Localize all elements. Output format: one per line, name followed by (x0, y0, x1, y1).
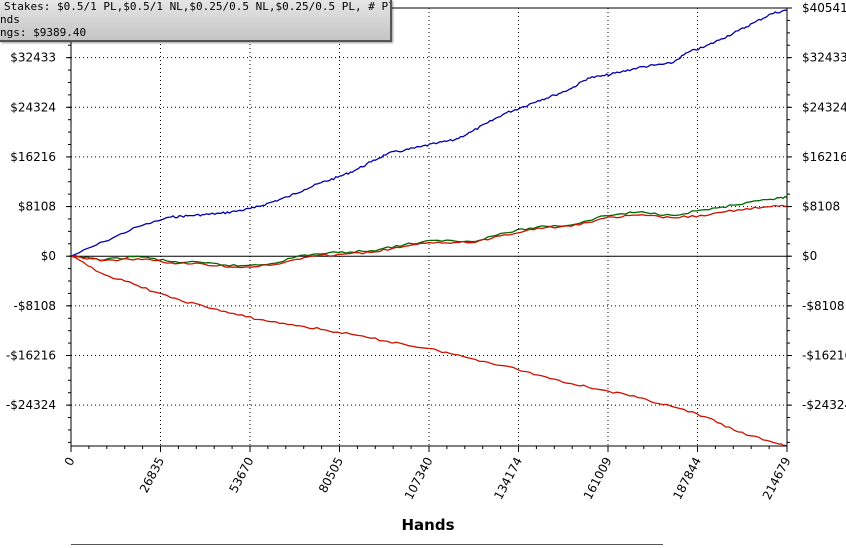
stakes-line: Stakes: $0.5/1 PL,$0.5/1 NL,$0.25/0.5 NL… (4, 0, 392, 13)
y-tick-label-left: -$24324 (6, 398, 56, 412)
winnings-line: ngs: $9389.40 (0, 26, 87, 39)
y-tick-label-right: $32433 (802, 51, 846, 65)
axis-ticks (66, 7, 792, 452)
y-tick-label-right: $24324 (802, 100, 846, 114)
tick-labels: 0 26835 53670 80505 107340 134174 161009 187844… (6, 1, 846, 502)
x-tick-label: 26835 (137, 455, 167, 495)
y-tick-label-right: -$24324 (802, 398, 846, 412)
y-tick-label-left: $24324 (10, 100, 56, 114)
y-tick-label-left: -$8108 (13, 299, 56, 313)
y-tick-label-right: $0 (802, 249, 817, 263)
x-tick-label: 80505 (316, 455, 346, 495)
x-axis-title: Hands (401, 516, 454, 534)
y-tick-label-right: $16216 (802, 150, 846, 164)
legend-box-edge (71, 544, 663, 548)
x-tick-label: 187844 (670, 455, 704, 502)
y-tick-label-right: -$8108 (802, 299, 845, 313)
series-line-1 (70, 195, 788, 267)
series-line-0 (70, 9, 788, 257)
series-line-2 (70, 204, 788, 269)
series-lines (70, 9, 788, 447)
y-tick-label-right: -$16216 (802, 348, 846, 362)
x-tick-label: 134174 (491, 455, 525, 502)
y-tick-label-right: $40541 (802, 1, 846, 15)
x-tick-label: 161009 (581, 455, 615, 502)
y-tick-label-left: $8108 (18, 200, 56, 214)
y-tick-label-left: -$16216 (6, 348, 56, 362)
x-tick-label: 107340 (402, 455, 436, 502)
plot-frame (70, 7, 788, 447)
stats-info-box: Stakes: $0.5/1 PL,$0.5/1 NL,$0.25/0.5 NL… (0, 0, 392, 42)
series-line-3 (70, 255, 788, 447)
hands-line: nds (0, 13, 20, 26)
y-tick-label-left: $0 (41, 249, 56, 263)
grid-lines (71, 8, 787, 446)
x-tick-label: 214679 (760, 455, 794, 502)
x-tick-label: 0 (62, 455, 78, 468)
y-tick-label-left: $16216 (10, 150, 56, 164)
x-tick-label: 53670 (226, 455, 256, 495)
y-tick-label-left: $32433 (10, 51, 56, 65)
y-tick-label-right: $8108 (802, 200, 840, 214)
